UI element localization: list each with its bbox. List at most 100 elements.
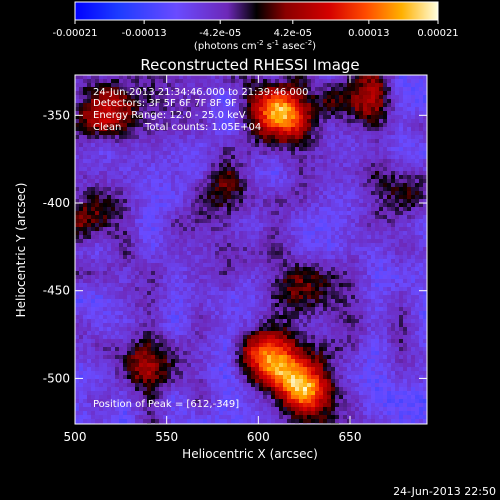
- heatmap-cell: [307, 199, 312, 204]
- heatmap-cell: [319, 231, 324, 236]
- heatmap-cell: [263, 255, 268, 260]
- heatmap-cell: [215, 207, 220, 212]
- heatmap-cell: [263, 279, 268, 284]
- heatmap-cell: [127, 279, 132, 284]
- heatmap-cell: [407, 103, 412, 108]
- heatmap-cell: [407, 135, 412, 140]
- heatmap-cell: [83, 143, 88, 148]
- heatmap-cell: [371, 95, 376, 100]
- heatmap-cell: [219, 279, 224, 284]
- heatmap-cell: [259, 215, 264, 220]
- heatmap-cell: [335, 227, 340, 232]
- heatmap-cell: [375, 111, 380, 116]
- heatmap-cell: [207, 143, 212, 148]
- heatmap-cell: [311, 235, 316, 240]
- heatmap-cell: [211, 275, 216, 280]
- heatmap-cell: [171, 191, 176, 196]
- heatmap-cell: [95, 91, 100, 96]
- heatmap-cell: [347, 231, 352, 236]
- heatmap-cell: [91, 91, 96, 96]
- heatmap-cell: [375, 99, 380, 104]
- heatmap-cell: [419, 211, 424, 216]
- heatmap-cell: [327, 167, 332, 172]
- heatmap-cell: [399, 103, 404, 108]
- heatmap-cell: [171, 135, 176, 140]
- heatmap-cell: [127, 159, 132, 164]
- heatmap-cell: [407, 207, 412, 212]
- heatmap-cell: [75, 143, 80, 148]
- heatmap-cell: [423, 271, 427, 276]
- heatmap-cell: [183, 167, 188, 172]
- heatmap-cell: [371, 131, 376, 136]
- heatmap-cell: [255, 127, 260, 132]
- heatmap-cell: [419, 99, 424, 104]
- heatmap-cell: [399, 199, 404, 204]
- heatmap-cell: [423, 203, 427, 208]
- heatmap-cell: [103, 223, 108, 228]
- heatmap-cell: [411, 219, 416, 224]
- heatmap-cell: [103, 291, 108, 296]
- heatmap-cell: [231, 271, 236, 276]
- heatmap-cell: [319, 119, 324, 124]
- heatmap-cell: [367, 155, 372, 160]
- heatmap-cell: [271, 75, 276, 80]
- heatmap-cell: [263, 103, 268, 108]
- heatmap-cell: [283, 255, 288, 260]
- heatmap-cell: [371, 107, 376, 112]
- heatmap-cell: [151, 171, 156, 176]
- heatmap-cell: [287, 127, 292, 132]
- heatmap-cell: [155, 243, 160, 248]
- heatmap-cell: [183, 191, 188, 196]
- heatmap-cell: [339, 199, 344, 204]
- heatmap-cell: [335, 267, 340, 272]
- heatmap-cell: [247, 99, 252, 104]
- heatmap-cell: [383, 231, 388, 236]
- heatmap-cell: [231, 183, 236, 188]
- heatmap-cell: [347, 191, 352, 196]
- heatmap-cell: [383, 87, 388, 92]
- heatmap-cell: [111, 195, 116, 200]
- heatmap-cell: [331, 87, 336, 92]
- heatmap-cell: [255, 99, 260, 104]
- heatmap-cell: [223, 279, 228, 284]
- heatmap-cell: [227, 223, 232, 228]
- heatmap-cell: [267, 135, 272, 140]
- heatmap-cell: [211, 163, 216, 168]
- heatmap-cell: [239, 107, 244, 112]
- heatmap-cell: [79, 99, 84, 104]
- heatmap-cell: [163, 179, 168, 184]
- heatmap-cell: [191, 119, 196, 124]
- heatmap-cell: [391, 219, 396, 224]
- heatmap-cell: [359, 171, 364, 176]
- heatmap-cell: [407, 95, 412, 100]
- heatmap-cell: [131, 211, 136, 216]
- heatmap-cell: [311, 259, 316, 264]
- heatmap-cell: [179, 107, 184, 112]
- heatmap-cell: [343, 103, 348, 108]
- heatmap-cell: [235, 127, 240, 132]
- heatmap-cell: [411, 259, 416, 264]
- heatmap-cell: [191, 147, 196, 152]
- heatmap-cell: [379, 115, 384, 120]
- heatmap-cell: [243, 259, 248, 264]
- heatmap-cell: [143, 235, 148, 240]
- heatmap-cell: [75, 75, 80, 80]
- heatmap-cell: [271, 111, 276, 116]
- heatmap-cell: [311, 147, 316, 152]
- heatmap-cell: [183, 259, 188, 264]
- heatmap-cell: [375, 255, 380, 260]
- heatmap-cell: [351, 175, 356, 180]
- heatmap-cell: [175, 231, 180, 236]
- heatmap-cell: [287, 191, 292, 196]
- heatmap-cell: [371, 79, 376, 84]
- heatmap-cell: [219, 247, 224, 252]
- heatmap-cell: [315, 219, 320, 224]
- heatmap-cell: [319, 163, 324, 168]
- heatmap-cell: [251, 291, 256, 296]
- heatmap-cell: [119, 239, 124, 244]
- heatmap-cell: [287, 179, 292, 184]
- heatmap-cell: [223, 119, 228, 124]
- heatmap-cell: [219, 211, 224, 216]
- heatmap-cell: [359, 135, 364, 140]
- heatmap-cell: [95, 171, 100, 176]
